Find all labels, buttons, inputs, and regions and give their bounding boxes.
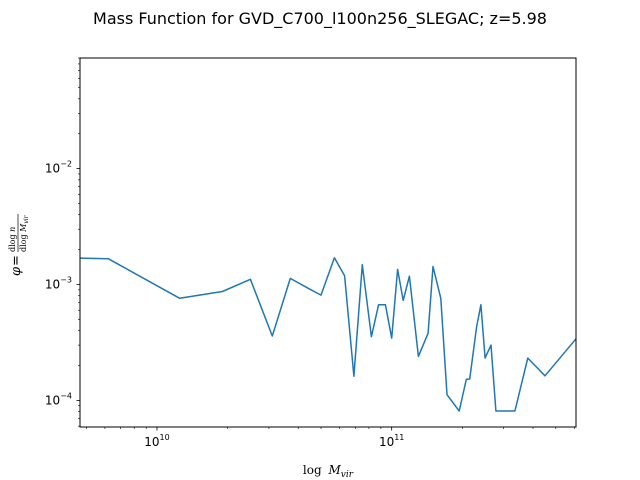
svg-text:=: = [9,255,24,266]
plot-area [79,257,577,412]
y-tick-label: 10−2 [45,160,72,176]
axes-frame [79,57,577,428]
series-line-0 [79,257,577,412]
svg-text:dlog n: dlog n [8,227,17,252]
chart-title: Mass Function for GVD_C700_l100n256_SLEG… [93,9,547,29]
y-tick-label: 10−3 [45,276,72,292]
x-axis-label: log Mvir [303,463,354,480]
y-axis-label: φ = dlog n dlog Mvir [8,214,30,276]
x-tick-label: 1010 [144,433,169,449]
axis-ticks: 1010 1011 10−4 10−3 10−2 [45,57,575,449]
svg-text:dlog Mvir: dlog Mvir [19,214,30,252]
x-tick-label: 1011 [379,433,404,449]
y-tick-label: 10−4 [45,391,72,407]
svg-text:φ: φ [9,266,24,276]
